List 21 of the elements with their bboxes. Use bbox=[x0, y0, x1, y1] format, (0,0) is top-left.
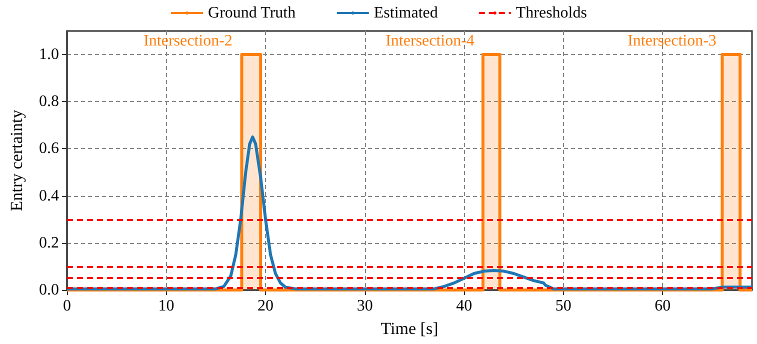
annotation: Intersection-2 bbox=[144, 32, 232, 50]
x-tick-label: 50 bbox=[555, 298, 572, 314]
x-tick-label: 30 bbox=[356, 298, 373, 314]
legend-label: Estimated bbox=[374, 4, 438, 22]
y-tick-label: 0.0 bbox=[39, 282, 59, 298]
x-tick-label: 10 bbox=[158, 298, 174, 314]
annotation: Intersection-3 bbox=[628, 32, 716, 50]
x-tick-label: 20 bbox=[258, 298, 274, 314]
x-axis-title: Time [s] bbox=[380, 319, 438, 338]
legend-label: Thresholds bbox=[516, 4, 587, 22]
annotation: Intersection-4 bbox=[386, 32, 474, 50]
y-tick-label: 0.6 bbox=[39, 140, 59, 158]
y-axis-title: Entry certainty bbox=[7, 109, 26, 212]
y-tick-label: 1.0 bbox=[39, 46, 59, 64]
y-tick-label: 0.4 bbox=[39, 187, 59, 204]
legend-label: Ground Truth bbox=[208, 4, 296, 22]
x-tick-label: 40 bbox=[456, 298, 472, 314]
y-tick-label: 0.8 bbox=[39, 93, 59, 110]
x-tick-label: 60 bbox=[654, 298, 671, 314]
x-tick-label: 0 bbox=[63, 298, 71, 314]
y-tick-label: 0.2 bbox=[39, 234, 59, 252]
